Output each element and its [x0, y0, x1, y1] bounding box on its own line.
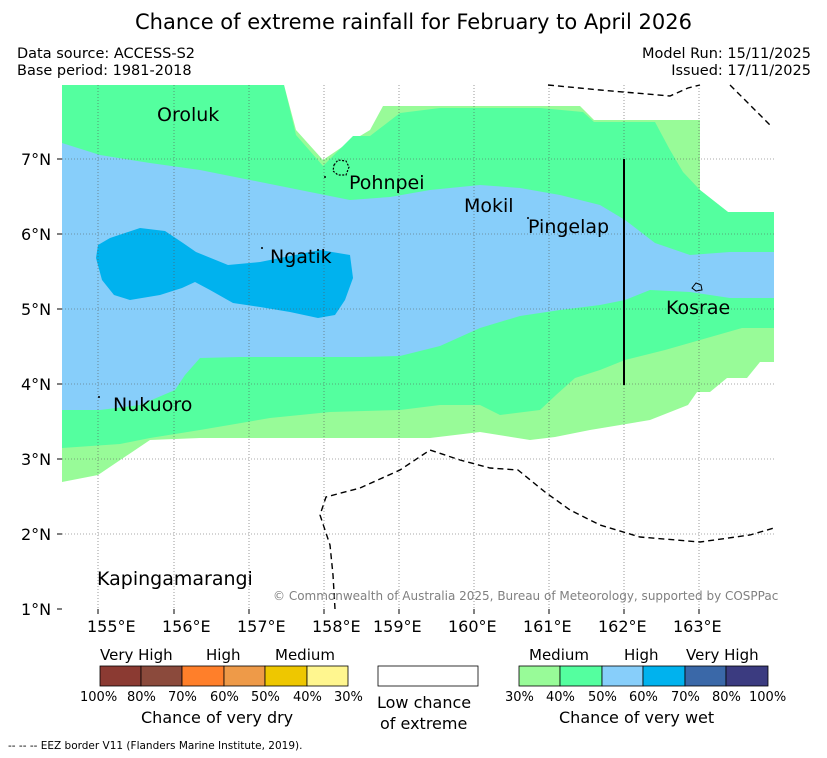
y-tick-1n: 1°N: [21, 600, 52, 619]
legend-low-swatch: [377, 665, 479, 687]
y-tick-6n: 6°N: [21, 225, 52, 244]
x-tick-161: 161°E: [523, 617, 572, 636]
label-ngatik: Ngatik: [270, 246, 332, 268]
issued-date: Issued: 17/11/2025: [671, 63, 811, 79]
copyright-notice: © Commonwealth of Australia 2025, Bureau…: [273, 589, 779, 603]
ngatik-island-marker: [261, 247, 263, 249]
legend-dry-caption: Chance of very dry: [141, 708, 294, 727]
legend-dry-pct-80: 80%: [127, 690, 156, 705]
legend-wet-swatch-3: [601, 665, 644, 687]
y-tick-5n: 5°N: [21, 300, 52, 319]
legend-dry-swatch-1: [99, 665, 142, 687]
kosrae-island-outline: [691, 282, 703, 292]
eez-border: [319, 84, 775, 610]
label-nukuoro: Nukuoro: [113, 394, 193, 416]
map-layers: [62, 85, 774, 482]
x-tick-157: 157°E: [237, 617, 286, 636]
legend-wet-pct-30: 30%: [505, 690, 534, 705]
pohnpei-islet-marker: [324, 176, 326, 178]
legend-wet-bar: [518, 665, 769, 687]
eez-footnote: -- -- -- EEZ border V11 (Flanders Marine…: [8, 740, 303, 752]
label-kapingamarangi: Kapingamarangi: [97, 568, 253, 590]
legend-dry-very-high: Very High: [100, 646, 173, 664]
label-pingelap: Pingelap: [528, 216, 610, 238]
label-pohnpei: Pohnpei: [349, 172, 425, 194]
y-tick-3n: 3°N: [21, 450, 52, 469]
legend-wet-high: High: [624, 646, 659, 664]
x-tick-155: 155°E: [87, 617, 136, 636]
legend-dry-pct-40: 40%: [293, 690, 322, 705]
legend-wet-swatch-1: [518, 665, 561, 687]
data-source: Data source: ACCESS-S2: [17, 46, 196, 62]
x-tick-163: 163°E: [673, 617, 722, 636]
legend-dry-high: High: [206, 646, 241, 664]
legend-dry-swatch-3: [181, 665, 225, 687]
label-kosrae: Kosrae: [666, 297, 731, 319]
legend-wet-swatch-4: [642, 665, 686, 687]
label-oroluk: Oroluk: [157, 104, 220, 126]
legend-wet-swatch-5: [684, 665, 727, 687]
legend-dry-pct-60: 60%: [210, 690, 239, 705]
legend-wet-swatch-2: [559, 665, 603, 687]
pohnpei-island-outline: [332, 159, 350, 176]
legend-wet-pct-80: 80%: [712, 690, 741, 705]
legend-wet-medium: Medium: [529, 646, 589, 664]
legend-low-line1: Low chance: [377, 693, 472, 712]
x-tick-160: 160°E: [448, 617, 497, 636]
region-high-60: [96, 228, 353, 318]
legend-wet-caption: Chance of very wet: [559, 708, 715, 727]
metadata-left: Data source: ACCESS-S2 Base period: 1981…: [17, 46, 195, 80]
legend-dry-pct-30: 30%: [334, 690, 363, 705]
x-tick-156: 156°E: [162, 617, 211, 636]
legend-dry-swatch-6: [306, 665, 349, 687]
legend-dry-swatch-5: [264, 665, 308, 687]
y-tick-7n: 7°N: [21, 150, 52, 169]
legend-wet-swatch-6: [725, 665, 769, 687]
legend-dry-pct-70: 70%: [168, 690, 197, 705]
legend-wet-pct-70: 70%: [671, 690, 700, 705]
map-title: Chance of extreme rainfall for February …: [135, 10, 692, 34]
y-tick-2n: 2°N: [21, 525, 52, 544]
legend-wet-pct-50: 50%: [588, 690, 617, 705]
x-tick-162: 162°E: [598, 617, 647, 636]
legend-dry-swatch-2: [140, 665, 183, 687]
region-high-50: [62, 143, 774, 410]
nukuoro-island-marker: [98, 396, 100, 398]
metadata-right: Model Run: 15/11/2025 Issued: 17/11/2025: [642, 46, 811, 80]
legend-dry-pct-100: 100%: [80, 690, 118, 705]
pingelap-island-marker: [527, 217, 529, 219]
legend-dry-pct-50: 50%: [251, 690, 280, 705]
legend-wet-pct-60: 60%: [629, 690, 658, 705]
legend-wet-pct-100: 100%: [749, 690, 787, 705]
base-period: Base period: 1981-2018: [17, 63, 192, 79]
legend-dry-medium: Medium: [275, 646, 335, 664]
legend-dry-swatch-4: [223, 665, 266, 687]
axis-ticks: [57, 158, 700, 614]
x-tick-159: 159°E: [373, 617, 422, 636]
x-tick-158: 158°E: [312, 617, 361, 636]
label-mokil: Mokil: [464, 195, 514, 217]
legend-low-line2: of extreme: [380, 714, 468, 733]
model-run: Model Run: 15/11/2025: [641, 46, 811, 62]
legend-wet-very-high: Very High: [686, 646, 759, 664]
legend-wet-pct-40: 40%: [546, 690, 575, 705]
y-tick-4n: 4°N: [21, 375, 52, 394]
legend-dry-bar: [99, 665, 349, 687]
